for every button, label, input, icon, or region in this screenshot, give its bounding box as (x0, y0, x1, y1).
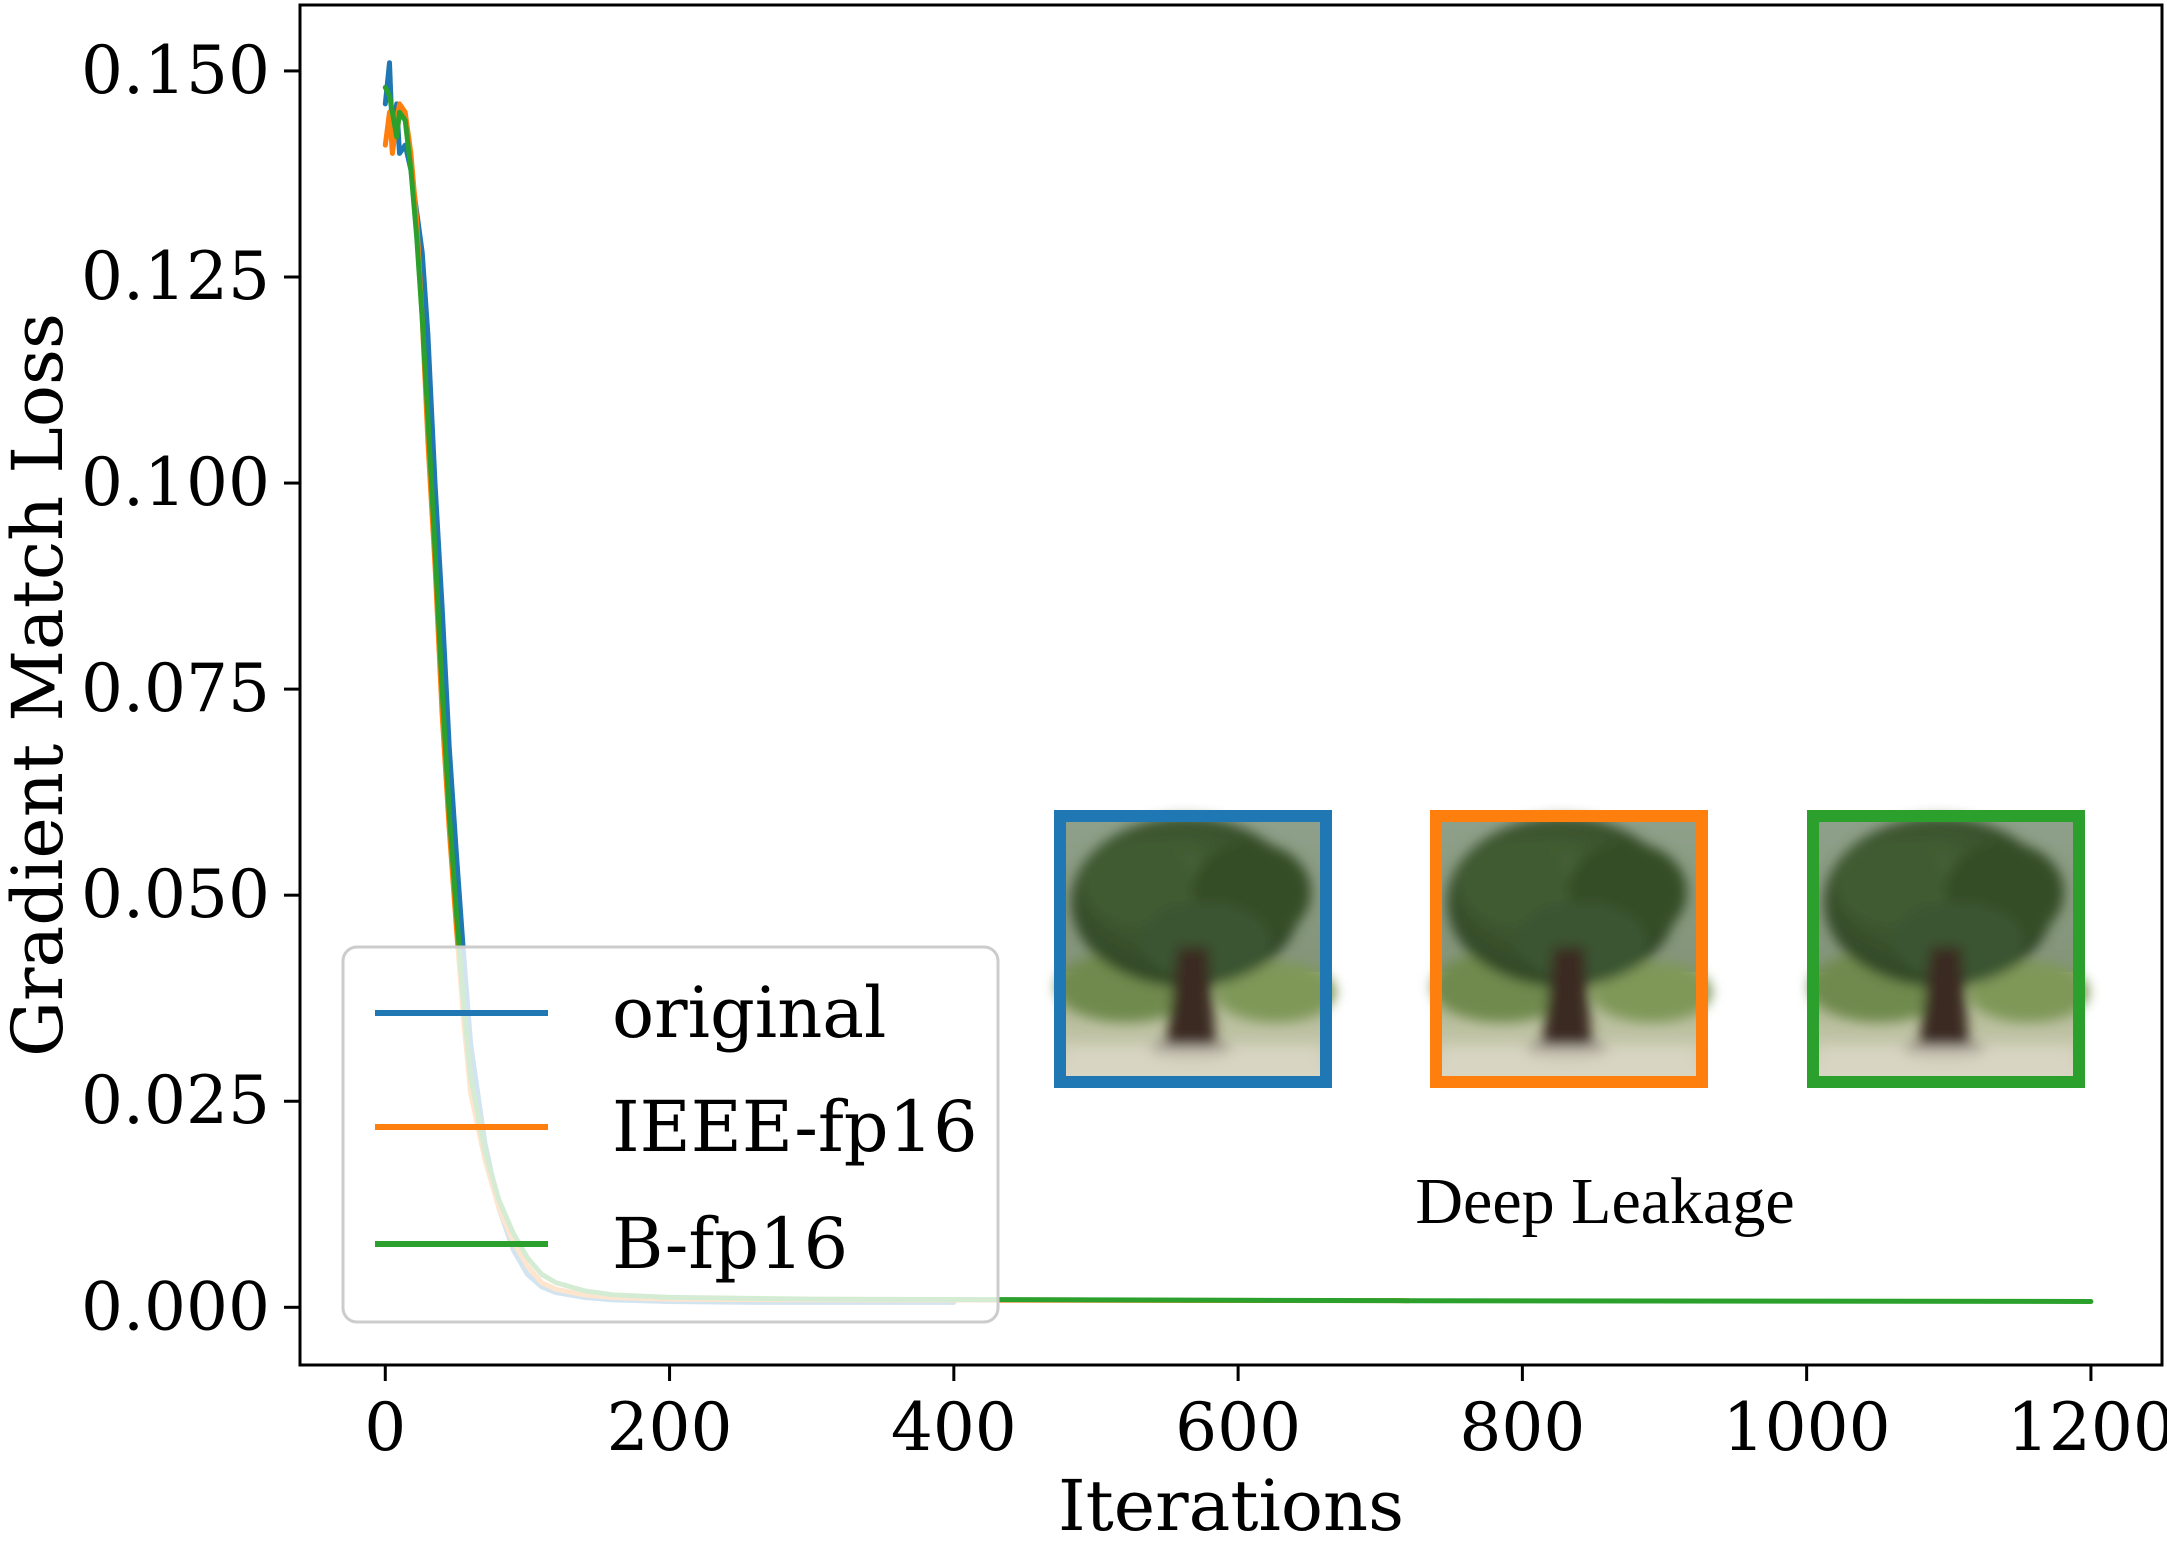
plot-frame (298, 3, 2164, 1367)
x-axis-label: Iterations (1058, 1465, 1404, 1542)
image-border-ieee-fp16 (1430, 810, 1708, 1088)
y-tick-label: 0.075 (81, 650, 270, 727)
x-tick-label: 1200 (2007, 1389, 2167, 1466)
y-tick-label: 0.050 (81, 856, 270, 933)
x-tick-label: 1000 (1723, 1389, 1891, 1466)
legend-label-b-fp16: B-fp16 (612, 1203, 848, 1285)
y-tick-label: 0.000 (81, 1268, 270, 1345)
x-axis: 0 200 400 600 800 1000 1200 (364, 1365, 2167, 1466)
x-tick-label: 200 (607, 1389, 733, 1466)
reconstruction-images (1054, 810, 2089, 1088)
annotation-text: Deep Leakage (1415, 1165, 1794, 1238)
tree-photo-ieee-fp16 (1430, 810, 1712, 1088)
y-tick-label: 0.025 (81, 1062, 270, 1139)
tree-photo-b-fp16 (1807, 810, 2089, 1088)
y-tick-label: 0.125 (81, 238, 270, 315)
y-axis: 0.000 0.025 0.050 0.075 0.100 0.125 0.150 (81, 32, 300, 1345)
tree-photo-original (1054, 810, 1336, 1088)
y-tick-label: 0.150 (81, 32, 270, 109)
tree-photo-icon (1056, 817, 1336, 1076)
image-border-original (1054, 810, 1332, 1088)
x-tick-label: 800 (1459, 1389, 1585, 1466)
legend-box (341, 945, 1000, 1324)
legend: original IEEE-fp16 B-fp16 (341, 945, 1000, 1324)
x-tick-label: 0 (364, 1389, 406, 1466)
legend-label-original: original (612, 972, 886, 1054)
image-border-b-fp16 (1807, 810, 2085, 1088)
x-tick-label: 400 (891, 1389, 1017, 1466)
y-tick-label: 0.100 (81, 444, 270, 521)
y-axis-label: Gradient Match Loss (0, 313, 79, 1057)
tree-photo-icon (1432, 817, 1712, 1076)
legend-label-ieee-fp16: IEEE-fp16 (612, 1086, 978, 1168)
tree-photo-icon (1809, 817, 2089, 1076)
x-tick-label: 600 (1175, 1389, 1301, 1466)
